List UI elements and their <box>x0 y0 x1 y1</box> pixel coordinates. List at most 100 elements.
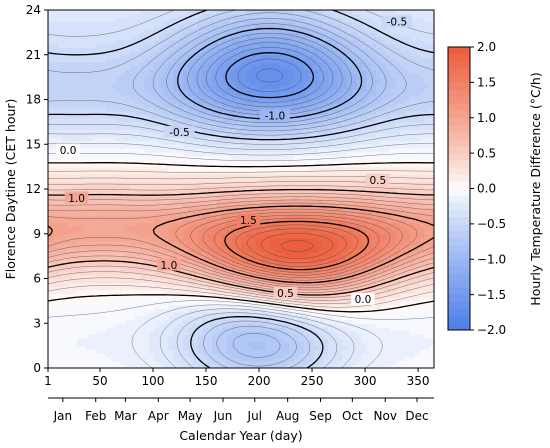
heat-cell <box>86 259 93 265</box>
heat-cell <box>163 330 170 336</box>
heat-cell <box>265 248 271 253</box>
heat-cell <box>405 285 411 291</box>
heat-cell <box>313 222 319 227</box>
heat-cell <box>269 360 276 365</box>
heat-cell <box>236 151 242 157</box>
heat-cell <box>294 215 300 220</box>
heat-cell <box>91 282 97 287</box>
heat-cell <box>269 177 276 183</box>
heat-cell <box>101 300 107 306</box>
heat-cell <box>337 233 343 239</box>
heat-cell <box>390 189 396 194</box>
heat-cell <box>274 140 281 145</box>
heat-cell <box>212 233 218 239</box>
heat-cell <box>347 338 353 343</box>
heat-cell <box>371 196 377 201</box>
heat-cell <box>318 256 324 261</box>
heat-cell <box>125 241 131 246</box>
heat-cell <box>289 237 295 242</box>
heat-cell <box>361 341 368 347</box>
heat-cell <box>298 300 305 306</box>
heat-cell <box>405 136 411 142</box>
heat-cell <box>216 244 223 250</box>
heat-cell <box>183 300 189 306</box>
heat-cell <box>158 304 165 309</box>
heat-cell <box>134 326 141 332</box>
heat-cell <box>279 334 286 339</box>
heat-cell <box>284 233 290 239</box>
heat-cell <box>110 259 117 265</box>
heat-cell <box>158 144 165 149</box>
heat-cell <box>390 300 396 306</box>
heat-cell <box>361 304 368 309</box>
heat-cell <box>81 315 88 321</box>
heat-cell <box>323 326 329 332</box>
heat-cell <box>342 282 348 287</box>
heat-cell <box>318 200 324 205</box>
heat-cell <box>110 177 117 183</box>
heat-cell <box>323 192 329 198</box>
heat-cell <box>72 207 78 212</box>
heat-cell <box>236 174 242 179</box>
heat-cell <box>91 345 97 350</box>
heat-cell <box>279 159 286 164</box>
heat-cell <box>105 207 112 212</box>
heat-cell <box>154 289 160 295</box>
heat-cell <box>380 360 387 365</box>
heat-cell <box>250 278 257 283</box>
heat-cell <box>221 174 228 179</box>
heat-cell <box>395 136 401 142</box>
heat-cell <box>139 289 146 295</box>
heat-cell <box>289 207 295 212</box>
heat-cell <box>255 259 261 265</box>
heat-cell <box>67 356 73 362</box>
heat-cell <box>158 248 165 253</box>
heat-cell <box>395 237 401 242</box>
heat-cell <box>125 203 131 209</box>
heat-cell <box>231 323 237 328</box>
heat-cell <box>221 140 228 145</box>
heat-cell <box>395 147 401 153</box>
heat-cell <box>231 237 237 242</box>
heat-cell <box>347 230 353 235</box>
heat-cell <box>202 233 208 239</box>
heat-cell <box>207 147 213 153</box>
heat-cell <box>414 353 421 358</box>
heat-cell <box>139 330 146 336</box>
heat-cell <box>284 200 290 205</box>
heat-cell <box>101 364 107 368</box>
heat-cell <box>183 360 189 365</box>
heat-cell <box>274 155 281 160</box>
heat-cell <box>149 136 155 142</box>
heat-cell <box>414 338 421 343</box>
heat-cell <box>207 330 213 336</box>
heat-cell <box>429 293 434 298</box>
heat-cell <box>303 356 310 362</box>
heat-cell <box>212 263 218 268</box>
heat-cell <box>419 200 425 205</box>
heat-cell <box>197 222 203 227</box>
heat-cell <box>269 259 276 265</box>
heat-cell <box>163 252 170 257</box>
heat-cell <box>342 162 348 168</box>
heat-cell <box>134 319 141 324</box>
heat-cell <box>178 323 184 328</box>
heat-cell <box>414 233 421 239</box>
heat-cell <box>390 140 396 145</box>
heat-cell <box>327 341 334 347</box>
heat-cell <box>76 226 83 231</box>
heat-cell <box>260 170 266 175</box>
heat-cell <box>313 244 319 250</box>
heat-cell <box>405 170 411 175</box>
heat-cell <box>154 189 160 194</box>
heat-cell <box>130 181 136 186</box>
heat-cell <box>158 326 165 332</box>
heat-cell <box>323 237 329 242</box>
heat-cell <box>395 293 401 298</box>
heat-cell <box>376 136 382 142</box>
heat-cell <box>154 297 160 302</box>
heat-cell <box>134 200 141 205</box>
heat-cell <box>192 308 199 313</box>
heat-cell <box>207 259 213 265</box>
heat-cell <box>385 215 392 220</box>
